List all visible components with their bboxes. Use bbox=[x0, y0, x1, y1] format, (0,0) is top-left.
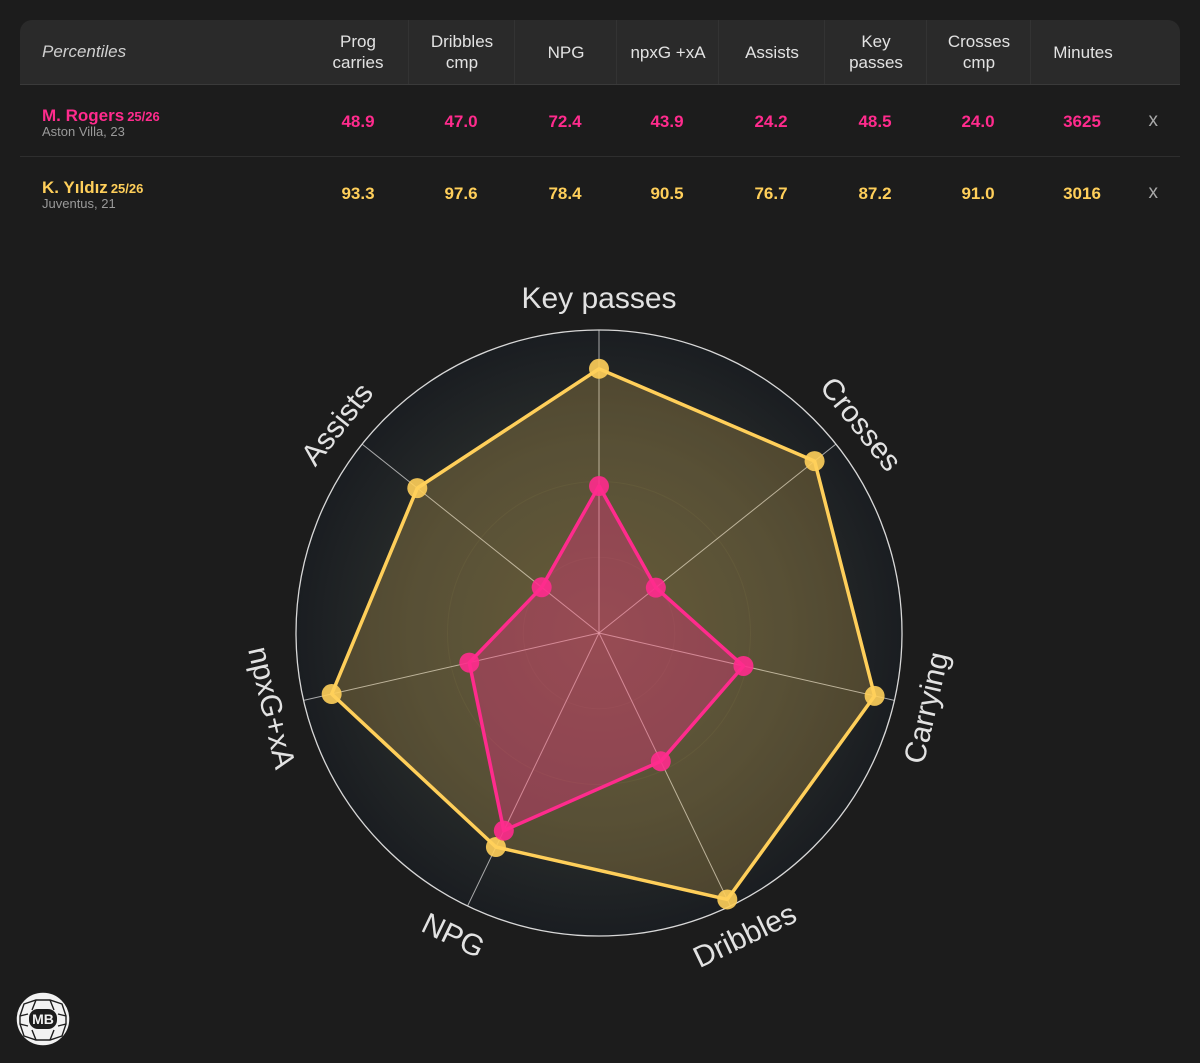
radar-grid bbox=[295, 329, 903, 937]
value-minutes: 3016 bbox=[1063, 183, 1101, 203]
table-row-yildiz: K. Yıldız 25/26 Juventus, 21 93.3 97.6 78… bbox=[20, 158, 1180, 228]
radar-data-point bbox=[733, 655, 754, 676]
remove-player-button[interactable]: x bbox=[1148, 182, 1159, 203]
radar-data-point bbox=[493, 820, 514, 841]
radar-spoke bbox=[303, 632, 600, 701]
radar-data-point bbox=[650, 751, 671, 772]
col-npxg-xa[interactable]: npxG +xA bbox=[616, 20, 719, 84]
mb-logo: MB bbox=[14, 990, 72, 1048]
value-crosses-cmp: 91.0 bbox=[961, 183, 995, 203]
value-crosses-cmp: 24.0 bbox=[961, 111, 995, 131]
radar-data-point bbox=[531, 577, 552, 598]
player-name: K. Yıldız 25/26 bbox=[42, 178, 143, 198]
radar-data-point bbox=[407, 478, 428, 499]
value-dribbles-cmp: 97.6 bbox=[444, 183, 478, 203]
player-season: 25/26 bbox=[110, 181, 144, 196]
player-name-text: K. Yıldız bbox=[42, 178, 108, 197]
radar-data-point bbox=[321, 684, 342, 705]
radar-data-point bbox=[864, 685, 885, 706]
col-dribbles-cmp[interactable]: Dribbles cmp bbox=[408, 20, 515, 84]
radar-axis-label: Key passes bbox=[521, 282, 676, 315]
col-prog-carries[interactable]: Prog carries bbox=[332, 32, 384, 72]
value-prog-carries: 93.3 bbox=[341, 183, 375, 203]
radar-axis-label: NPG bbox=[417, 907, 490, 965]
radar-spoke bbox=[467, 632, 600, 907]
player-season: 25/26 bbox=[127, 109, 160, 124]
radar-data-point bbox=[645, 577, 666, 598]
radar-spoke bbox=[361, 443, 600, 634]
value-minutes: 3625 bbox=[1063, 111, 1101, 131]
radar-data-point bbox=[804, 451, 825, 472]
radar-spoke bbox=[598, 443, 837, 634]
col-assists[interactable]: Assists bbox=[718, 20, 825, 84]
table-header: Percentiles Prog carries Dribbles cmp NP… bbox=[20, 20, 1180, 85]
percentile-table: Percentiles Prog carries Dribbles cmp NP… bbox=[20, 20, 1180, 228]
radar-data-point bbox=[485, 837, 506, 858]
remove-player-button[interactable]: x bbox=[1148, 110, 1159, 131]
radar-data-point bbox=[717, 889, 738, 910]
radar-series-area bbox=[467, 484, 746, 833]
value-assists: 76.7 bbox=[754, 183, 788, 203]
radar-data-point bbox=[459, 652, 480, 673]
radar-axis-label: npxG+xA bbox=[241, 644, 301, 772]
value-npg: 72.4 bbox=[548, 111, 582, 131]
logo-text: MB bbox=[32, 1011, 54, 1027]
value-assists: 24.2 bbox=[754, 111, 788, 131]
col-key-passes[interactable]: Key passes bbox=[824, 20, 927, 84]
percentiles-label: Percentiles bbox=[42, 42, 127, 61]
logo-badge-icon: MB bbox=[15, 991, 71, 1047]
col-npg[interactable]: NPG bbox=[514, 20, 617, 84]
radar-series-area bbox=[329, 367, 877, 902]
player-name-text: M. Rogers bbox=[42, 106, 125, 125]
radar-axis-label: Carrying bbox=[898, 649, 955, 767]
col-minutes[interactable]: Minutes bbox=[1030, 20, 1135, 84]
player-club-age: Juventus, 21 bbox=[42, 196, 116, 211]
radar-series-layer bbox=[321, 358, 885, 910]
value-npxg-xa: 90.5 bbox=[650, 183, 684, 203]
value-prog-carries: 48.9 bbox=[341, 111, 375, 131]
radar-data-point bbox=[589, 476, 609, 497]
value-key-passes: 48.5 bbox=[858, 111, 892, 131]
value-npxg-xa: 43.9 bbox=[650, 111, 684, 131]
col-crosses-cmp[interactable]: Crosses cmp bbox=[926, 20, 1031, 84]
player-club-age: Aston Villa, 23 bbox=[42, 124, 125, 139]
player-name: M. Rogers 25/26 bbox=[42, 106, 160, 126]
radar-data-point bbox=[589, 358, 609, 379]
value-key-passes: 87.2 bbox=[858, 183, 892, 203]
table-row-rogers: M. Rogers 25/26 Aston Villa, 23 48.9 47.0… bbox=[20, 86, 1180, 157]
value-dribbles-cmp: 47.0 bbox=[444, 111, 478, 131]
value-npg: 78.4 bbox=[548, 183, 582, 203]
